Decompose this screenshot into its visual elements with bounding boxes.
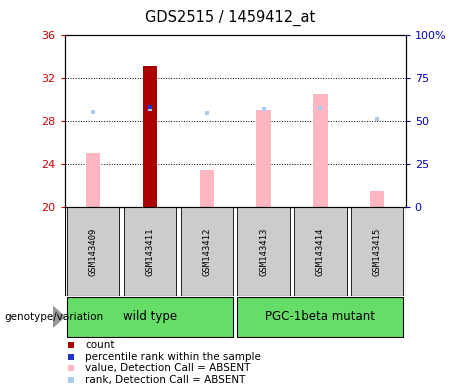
Bar (143, 66, 157, 207)
Text: GSM143413: GSM143413 (259, 227, 268, 276)
Bar (237, 296, 403, 337)
Bar (200, 170, 214, 207)
Bar (256, 110, 271, 207)
Bar (143, 105, 157, 207)
Text: GSM143409: GSM143409 (89, 227, 97, 276)
Bar (313, 94, 327, 207)
Bar (237, 207, 290, 296)
Text: rank, Detection Call = ABSENT: rank, Detection Call = ABSENT (85, 374, 245, 384)
Text: wild type: wild type (123, 310, 177, 323)
Text: GDS2515 / 1459412_at: GDS2515 / 1459412_at (145, 10, 316, 26)
Bar (370, 191, 384, 207)
Text: PGC-1beta mutant: PGC-1beta mutant (266, 310, 375, 323)
Bar (351, 207, 403, 296)
Text: GSM143411: GSM143411 (145, 227, 154, 276)
Bar (181, 207, 233, 296)
Polygon shape (53, 306, 65, 327)
Text: GSM143415: GSM143415 (373, 227, 382, 276)
Bar (124, 207, 176, 296)
Text: GSM143414: GSM143414 (316, 227, 325, 276)
Bar (86, 153, 100, 207)
Text: value, Detection Call = ABSENT: value, Detection Call = ABSENT (85, 363, 250, 373)
Text: GSM143412: GSM143412 (202, 227, 211, 276)
Bar (294, 207, 347, 296)
Bar (67, 296, 233, 337)
Text: percentile rank within the sample: percentile rank within the sample (85, 352, 261, 362)
Text: count: count (85, 340, 114, 350)
Text: genotype/variation: genotype/variation (5, 312, 104, 322)
Bar (67, 207, 119, 296)
